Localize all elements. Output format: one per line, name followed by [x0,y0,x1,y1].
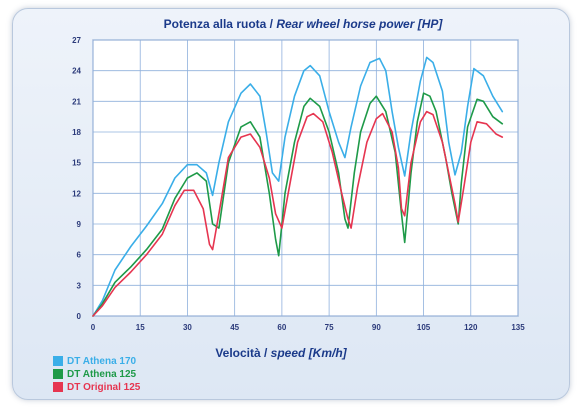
y-tick-label: 3 [77,281,82,290]
legend-swatch [53,382,63,392]
legend-swatch [53,356,63,366]
legend-label: DT Athena 125 [67,368,137,380]
y-tick-label: 21 [72,97,81,106]
plot-area: 0 15 30 45 60 75 90 105 120 135 0 3 6 9 12 15 18 21 24 27 [72,36,525,332]
legend-label: DT Athena 170 [67,355,137,367]
x-tick-label: 30 [183,323,192,332]
legend: DT Athena 170 DT Athena 125 DT Original 12… [53,355,140,394]
y-tick-label: 6 [77,251,82,260]
x-tick-label: 75 [325,323,334,332]
chart-svg: Potenza alla ruota / Rear wheel horse po… [72,17,525,360]
x-axis-label-italic: speed [Km/h] [271,346,348,360]
x-tick-label: 15 [136,323,145,332]
y-tick-label: 12 [72,189,81,198]
y-tick-label: 27 [72,36,81,45]
chart-title: Potenza alla ruota / Rear wheel horse po… [164,17,444,31]
legend-label: DT Original 125 [67,381,141,393]
chart-title-italic: Rear wheel horse power [HP] [276,17,443,31]
x-tick-label: 120 [464,323,478,332]
series-line-dt-athena-170 [92,56,504,317]
x-tick-label: 45 [230,323,239,332]
legend-item: DT Athena 125 [53,368,140,380]
x-axis-label-main: Velocità / [215,346,270,360]
x-tick-label: 90 [372,323,381,332]
y-tick-label: 0 [77,312,82,321]
x-tick-label: 60 [277,323,286,332]
legend-item: DT Original 125 [53,381,140,393]
y-tick-label: 15 [72,159,81,168]
legend-swatch [53,369,63,379]
chart-frame: Potenza alla ruota / Rear wheel horse po… [12,8,570,400]
series-line-dt-original-125 [92,110,504,317]
x-axis-label: Velocità / speed [Km/h] [215,346,347,360]
y-tick-label: 24 [72,67,81,76]
x-tick-label: 105 [417,323,431,332]
x-tick-label: 135 [511,323,525,332]
y-tick-label: 9 [77,220,82,229]
chart-title-main: Potenza alla ruota / [164,17,277,31]
x-tick-label: 0 [91,323,96,332]
legend-item: DT Athena 170 [53,355,140,367]
y-tick-label: 18 [72,128,81,137]
plot-background [92,39,519,317]
